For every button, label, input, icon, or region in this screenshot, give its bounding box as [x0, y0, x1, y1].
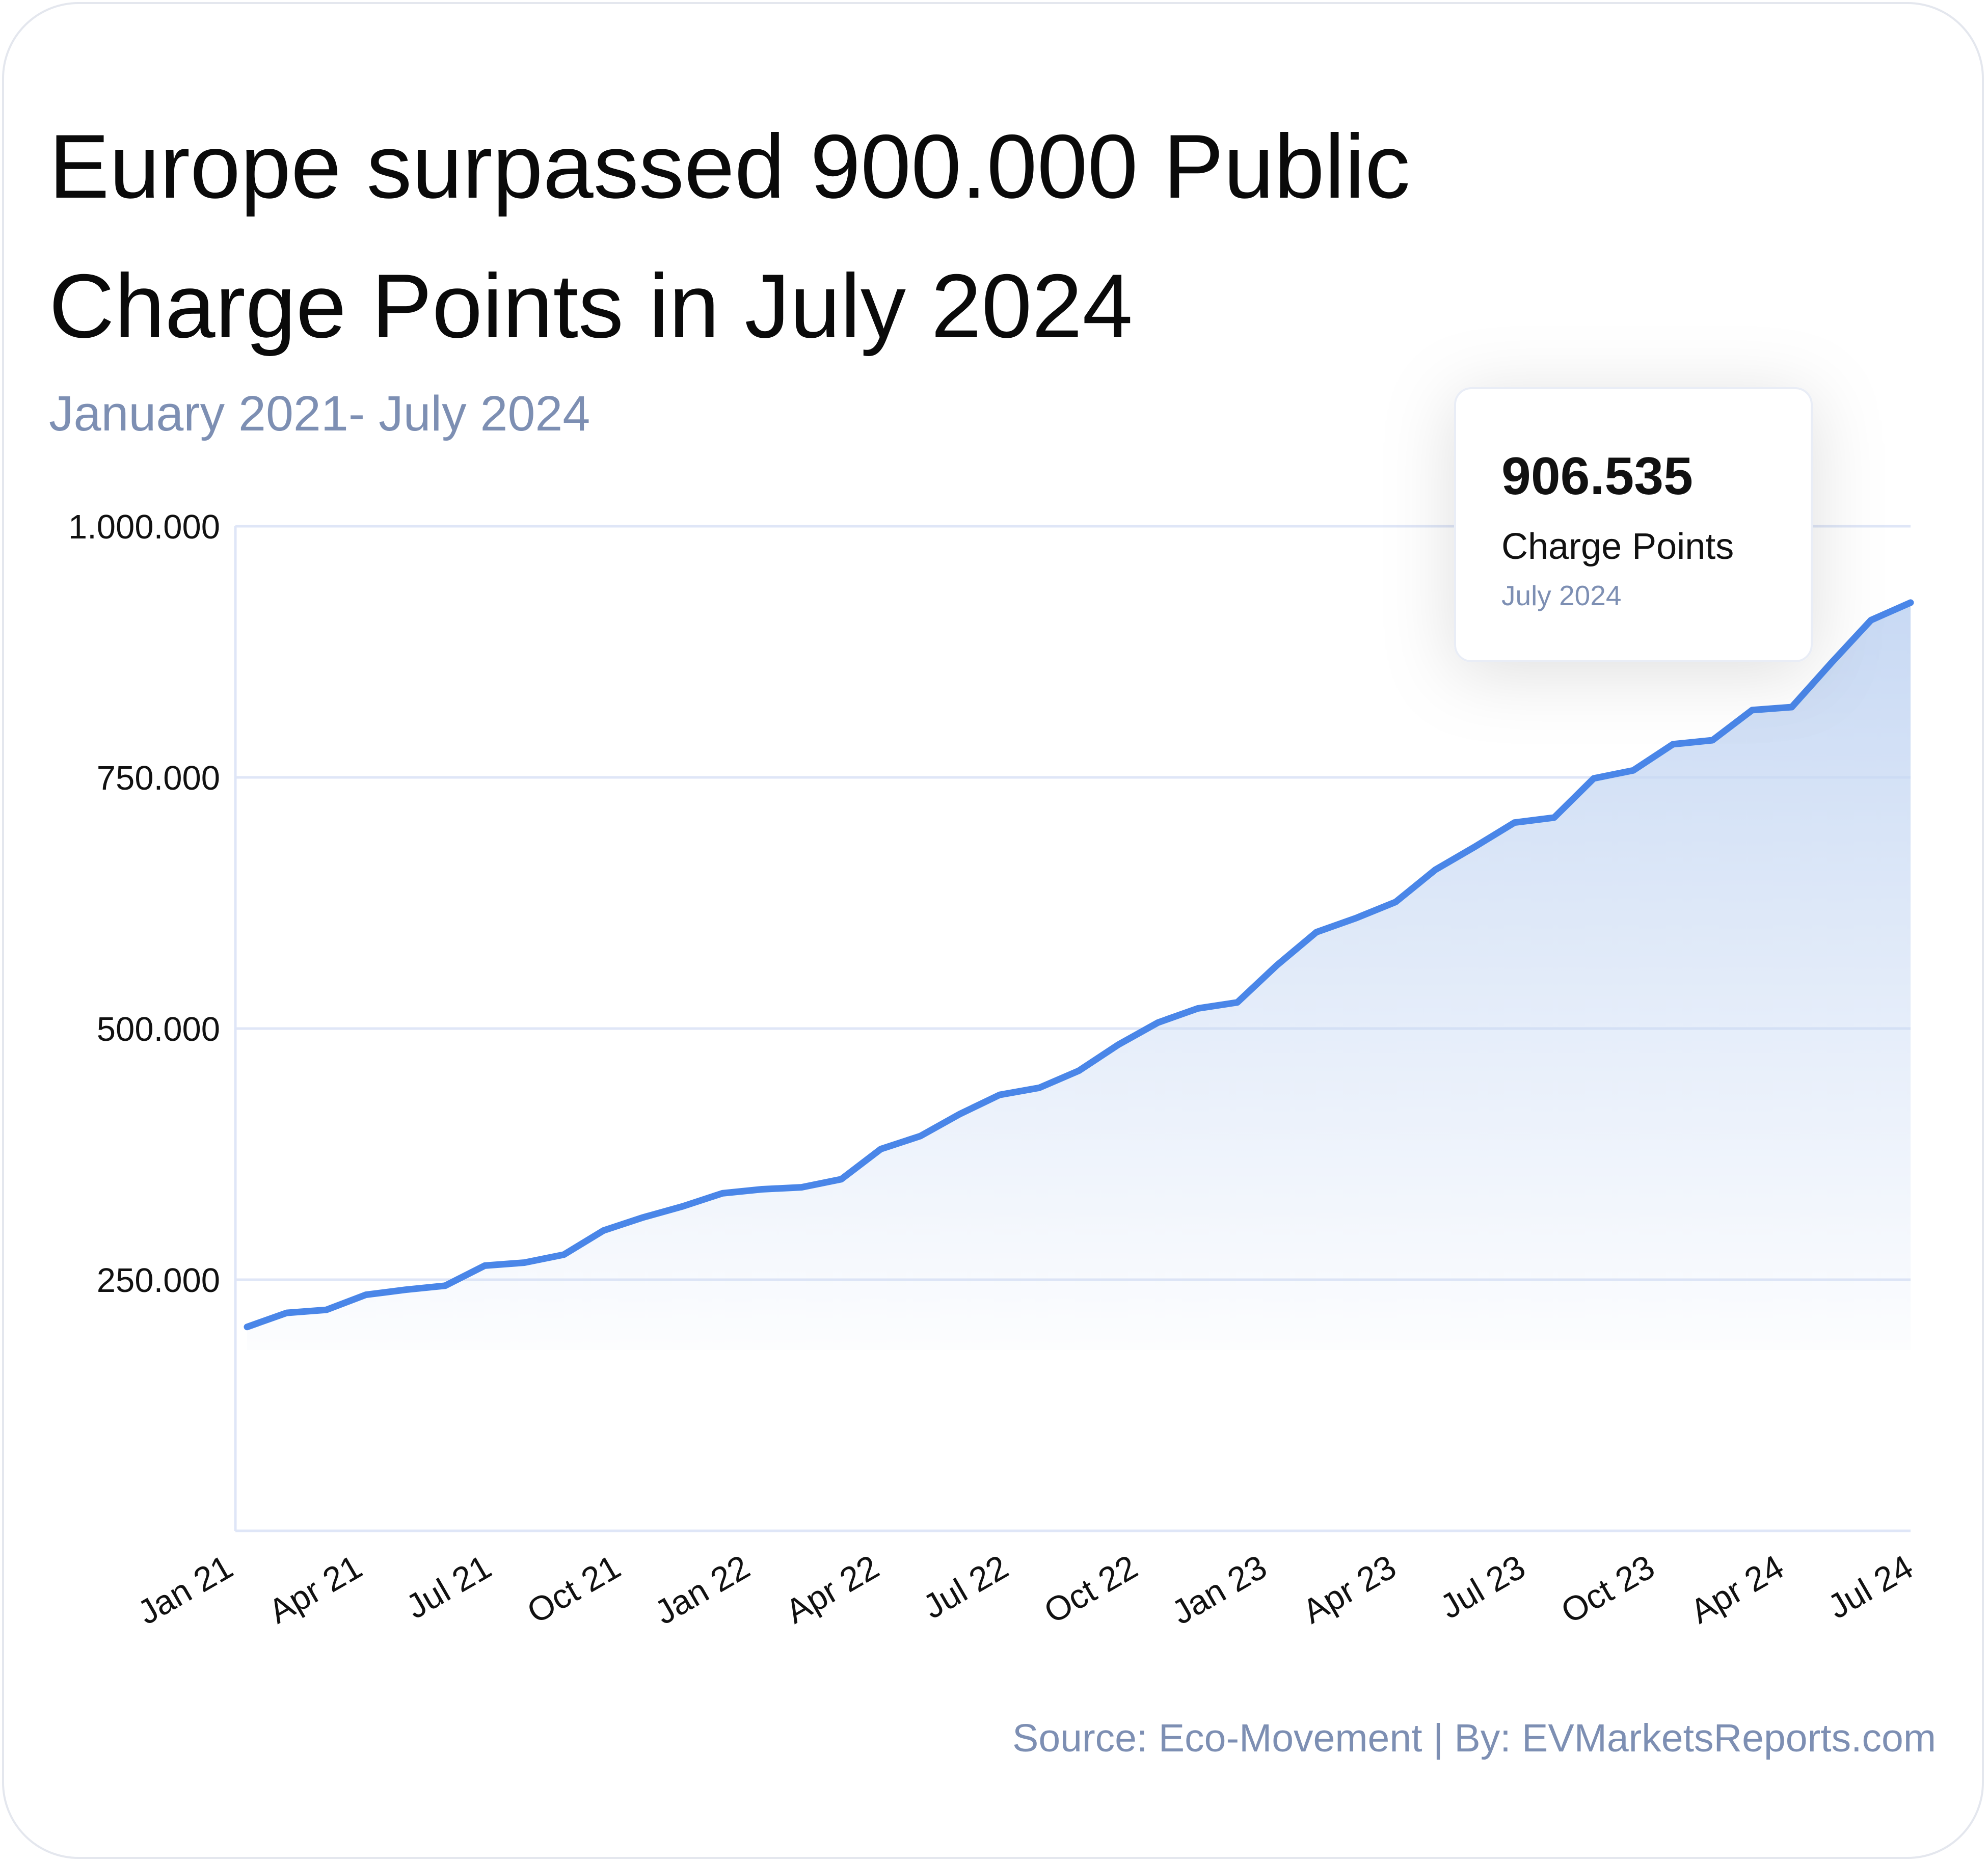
x-tick-label: Oct 22: [1038, 1548, 1144, 1631]
y-tick-label: 250.000: [97, 1261, 220, 1300]
series-area: [247, 602, 1911, 1350]
x-tick-label: Oct 23: [1555, 1548, 1661, 1631]
y-tick-labels: 250.000 500.000 750.000 1.000.000: [68, 508, 220, 1300]
x-tick-label: Jul 21: [400, 1548, 498, 1626]
y-tick-label: 1.000.000: [68, 508, 220, 546]
x-tick-label: Jul 22: [917, 1548, 1014, 1626]
x-tick-labels: Jan 21 Apr 21 Jul 21 Oct 21 Jan 22 Apr 22 Jul …: [131, 1548, 1920, 1632]
x-tick-label: Jan 21: [131, 1548, 239, 1632]
area-layer: [247, 602, 1911, 1350]
x-tick-label: Jan 23: [1165, 1548, 1273, 1632]
line-layer: [244, 599, 1914, 1331]
tooltip-label: Charge Points: [1501, 526, 1734, 567]
tooltip-date: July 2024: [1501, 580, 1621, 611]
y-tick-label: 500.000: [97, 1010, 220, 1048]
x-tick-label: Jan 22: [649, 1548, 757, 1632]
tooltip-value: 906.535: [1501, 447, 1693, 506]
chart-subtitle: January 2021- July 2024: [49, 386, 590, 441]
series-line: [244, 599, 1914, 1331]
x-tick-label: Apr 23: [1296, 1548, 1402, 1631]
x-tick-label: Jul 24: [1821, 1548, 1919, 1626]
source-note: Source: Eco-Movement | By: EVMarketsRepo…: [1012, 1716, 1936, 1760]
x-tick-label: Jul 23: [1434, 1548, 1532, 1626]
x-tick-label: Oct 21: [521, 1548, 627, 1631]
chart-title-line-2: Charge Points in July 2024: [49, 255, 1133, 357]
axis-layer: [234, 526, 1911, 1532]
tooltip: 906.535 Charge Points July 2024: [1454, 387, 1813, 662]
x-tick-label: Apr 21: [262, 1548, 368, 1631]
y-tick-label: 750.000: [97, 759, 220, 797]
tooltip-box: [1454, 387, 1813, 662]
chart-title-line-1: Europe surpassed 900.000 Public: [49, 116, 1410, 217]
x-tick-label: Apr 22: [780, 1548, 885, 1631]
x-tick-label: Apr 24: [1684, 1548, 1790, 1631]
